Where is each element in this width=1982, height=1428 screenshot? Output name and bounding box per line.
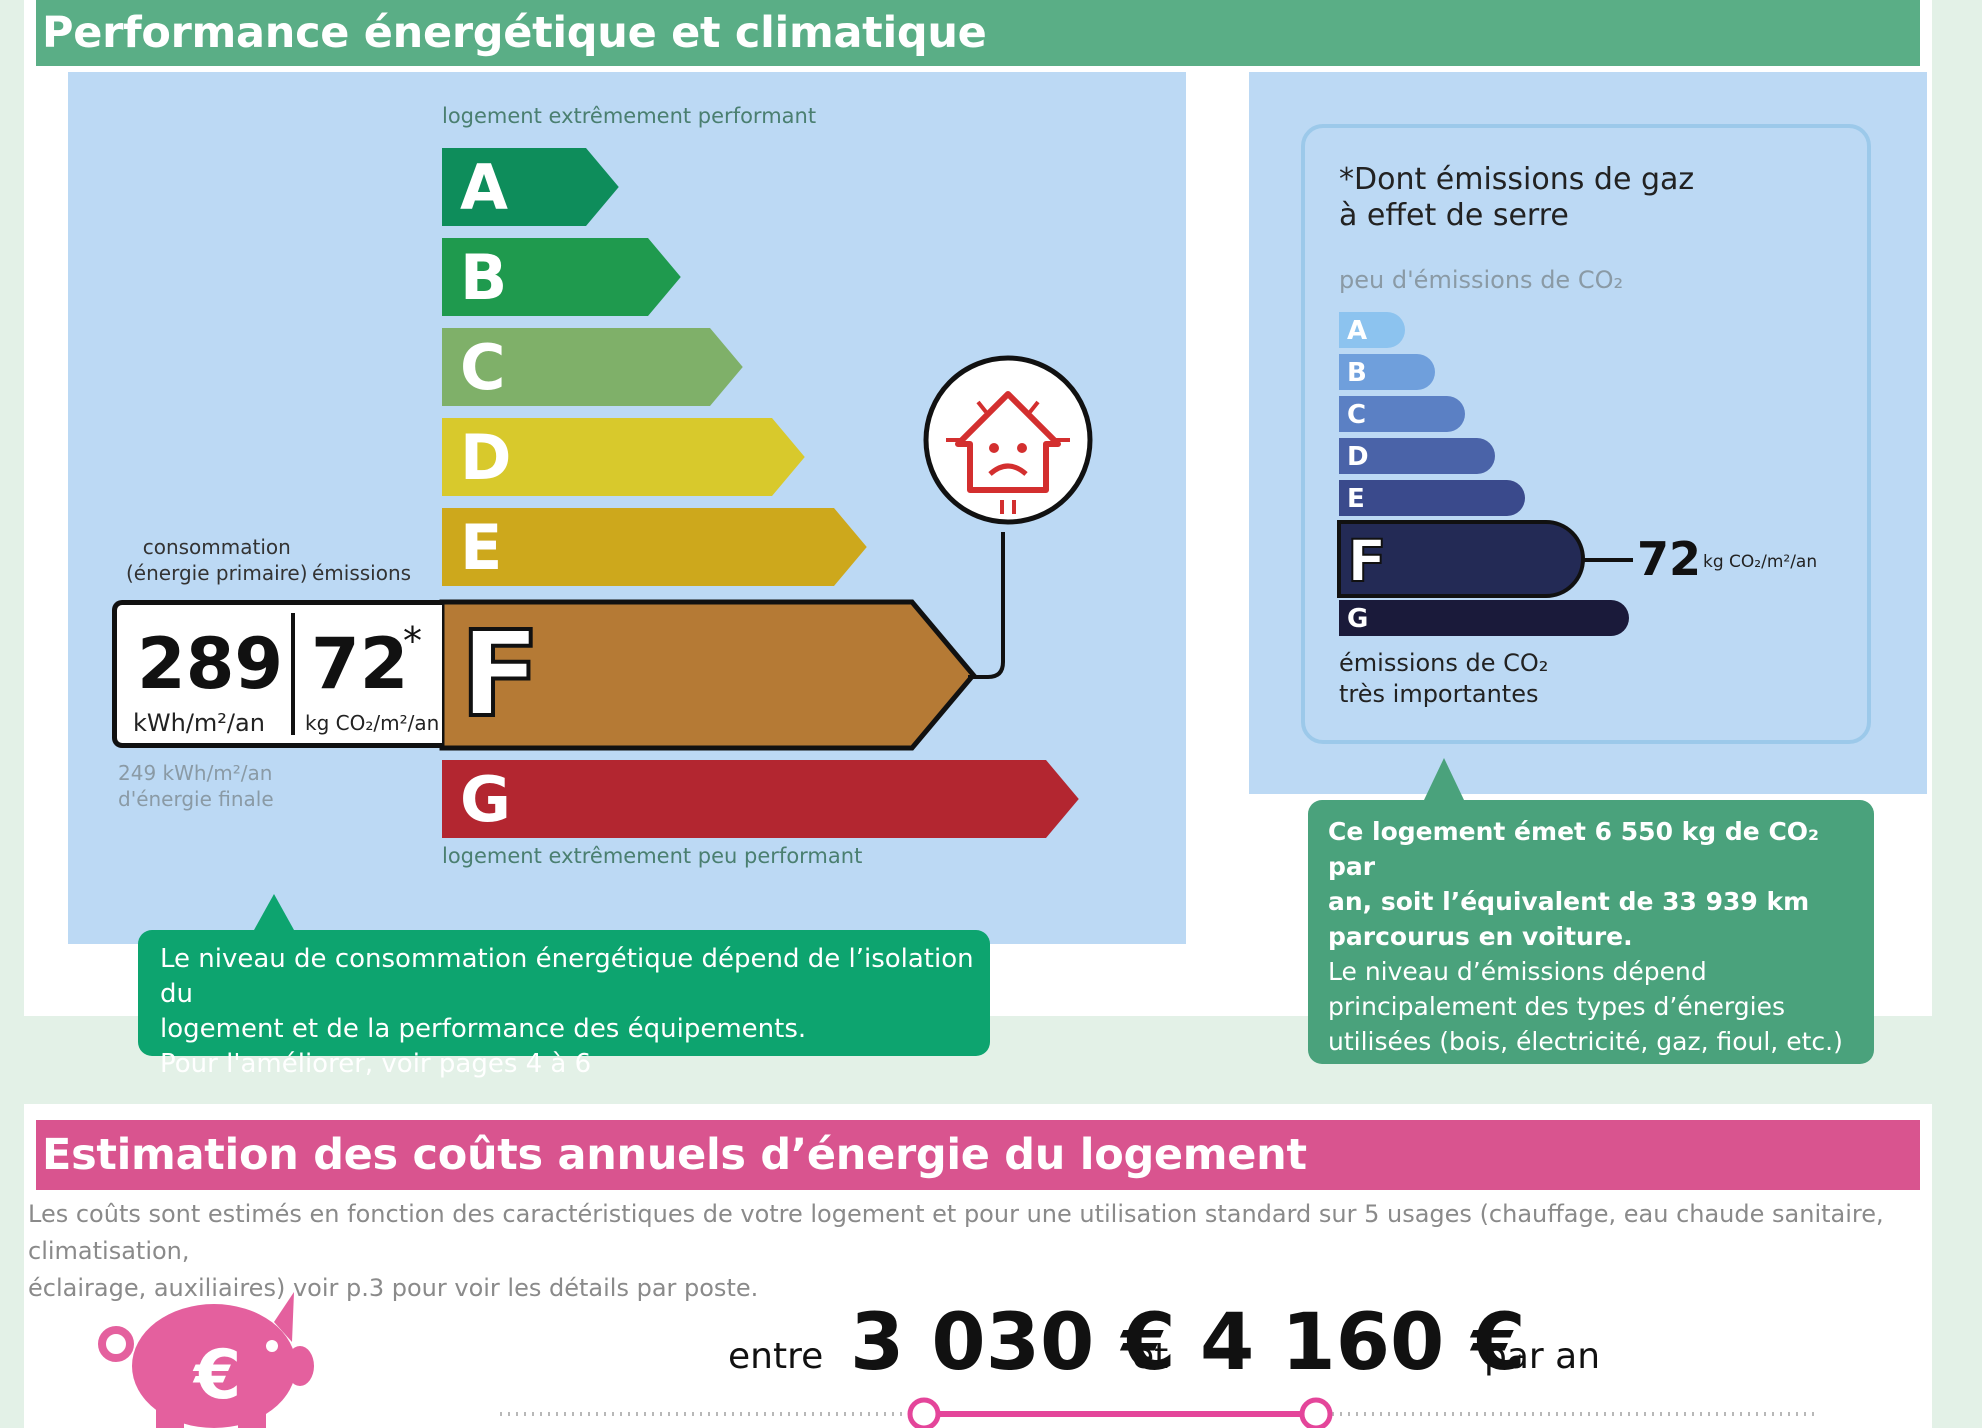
energy-bar-b: [442, 238, 681, 316]
consumption-callout: Le niveau de consommation énergétique dé…: [138, 930, 990, 1079]
piggy-bank-icon: €: [98, 1292, 314, 1428]
ges-bar-letter-a: A: [1347, 316, 1367, 346]
ges-bar-letter-f: F: [1347, 527, 1387, 595]
ges-bar-c: [1339, 396, 1465, 432]
energy-bar-d: [442, 418, 805, 496]
consumption-value: 289: [137, 623, 284, 705]
ges-unit: kg CO₂/m²/an: [1703, 552, 1818, 572]
ges-title: *Dont émissions de gaz à effet de serre: [1339, 162, 1695, 233]
ges-bar-letter-e: E: [1347, 484, 1365, 514]
value-divider: [291, 613, 295, 735]
energy-bar-letter-a: A: [460, 151, 508, 224]
energy-bar-letter-b: B: [460, 241, 507, 314]
range-low-handle: [907, 1397, 941, 1428]
ges-bar-letter-g: G: [1347, 604, 1368, 634]
unhappy-house-icon: [923, 355, 1093, 525]
ges-bar-letter-c: C: [1347, 400, 1366, 430]
energy-bar-f: [439, 599, 977, 751]
energy-bottom-caption: logement extrêmement peu performant: [442, 844, 863, 868]
ges-bottom-caption: émissions de CO₂ très importantes: [1339, 649, 1549, 708]
ges-box: *Dont émissions de gaz à effet de serre …: [1301, 124, 1871, 744]
energy-bar-c: [442, 328, 743, 406]
svg-text:€: €: [192, 1336, 241, 1415]
energy-bar-a: [442, 148, 619, 226]
consumption-unit: kWh/m²/an: [133, 709, 265, 737]
emissions-label: émissions: [312, 561, 412, 585]
cost-between-word: entre: [728, 1336, 824, 1377]
connector-line: [968, 532, 1005, 679]
energy-top-caption: logement extrêmement performant: [442, 104, 817, 128]
energy-bar-letter-c: C: [460, 331, 506, 404]
ges-bar-d: [1339, 438, 1495, 474]
energy-bar-letter-e: E: [460, 511, 502, 584]
cost-per-year-word: par an: [1484, 1336, 1601, 1377]
emissions-star: *: [403, 619, 422, 663]
consumption-label: consommation (énergie primaire): [126, 535, 308, 585]
cost-low-value: 3 030 €: [850, 1298, 1176, 1388]
energy-bar-letter-g: G: [460, 763, 511, 836]
cost-high-value: 4 160 €: [1200, 1298, 1526, 1388]
cost-section-title: Estimation des coûts annuels d’énergie d…: [36, 1120, 1920, 1190]
ges-bar-letter-b: B: [1347, 358, 1367, 388]
ges-bar-g: [1339, 600, 1629, 636]
value-box: 289 kWh/m²/an 72 * kg CO₂/m²/an: [112, 600, 442, 748]
emissions-unit: kg CO₂/m²/an: [305, 711, 440, 735]
ges-bar-letter-d: D: [1347, 442, 1369, 472]
final-energy-note: 249 kWh/m²/an d'énergie finale: [118, 761, 274, 811]
energy-section-title: Performance énergétique et climatique: [36, 0, 1920, 66]
ges-top-caption: peu d'émissions de CO₂: [1339, 266, 1624, 294]
ges-callout-pointer: [1424, 758, 1464, 800]
callout-pointer: [254, 894, 294, 930]
cost-range-indicator: [500, 1397, 1816, 1428]
energy-bar-g: [442, 760, 1079, 838]
energy-bar-letter-f: F: [460, 605, 541, 743]
energy-bar-e: [442, 508, 867, 586]
ges-bar-e: [1339, 480, 1525, 516]
cost-description: Les coûts sont estimés en fonction des c…: [28, 1200, 1884, 1302]
range-high-handle: [1299, 1397, 1333, 1428]
ges-bar-f: [1337, 520, 1585, 598]
ges-value: 72: [1637, 532, 1702, 586]
emissions-callout: Ce logement émet 6 550 kg de CO₂ par an,…: [1308, 800, 1874, 1064]
energy-bar-letter-d: D: [460, 421, 511, 494]
cost-and-word: et: [1132, 1336, 1169, 1377]
emissions-value: 72: [311, 623, 409, 705]
ges-bar-a: [1339, 312, 1405, 348]
ges-bar-b: [1339, 354, 1435, 390]
ges-panel: *Dont émissions de gaz à effet de serre …: [1249, 72, 1927, 794]
